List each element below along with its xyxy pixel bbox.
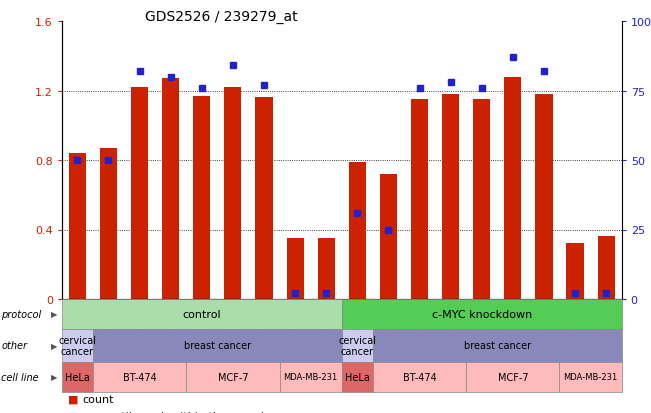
Text: ▶: ▶ [51,341,57,350]
Text: breast cancer: breast cancer [464,341,531,351]
Text: MDA-MB-231: MDA-MB-231 [564,373,618,382]
Text: control: control [182,309,221,319]
Bar [535,95,553,299]
Bar [100,149,117,299]
Text: HeLa: HeLa [345,372,370,382]
Text: breast cancer: breast cancer [184,341,251,351]
Text: other: other [1,341,27,351]
Bar [69,154,86,299]
Text: GDS2526 / 239279_at: GDS2526 / 239279_at [145,10,298,24]
Bar [598,237,615,299]
Bar [442,95,459,299]
Bar [505,77,521,299]
Text: ■: ■ [68,411,79,413]
Bar [162,79,179,299]
Text: count: count [83,394,114,404]
Bar [255,98,273,299]
Bar [411,100,428,299]
Text: BT-474: BT-474 [123,372,156,382]
Bar [566,244,583,299]
Text: c-MYC knockdown: c-MYC knockdown [432,309,532,319]
Bar [131,88,148,299]
Text: MCF-7: MCF-7 [497,372,528,382]
Bar [225,88,242,299]
Text: ■: ■ [68,394,79,404]
Text: BT-474: BT-474 [403,372,436,382]
Text: cell line: cell line [1,372,39,382]
Bar [473,100,490,299]
Text: percentile rank within the sample: percentile rank within the sample [83,411,271,413]
Text: cervical
cancer: cervical cancer [59,335,96,356]
Text: ▶: ▶ [51,310,57,319]
Text: MDA-MB-231: MDA-MB-231 [284,373,338,382]
Text: cervical
cancer: cervical cancer [339,335,376,356]
Text: protocol: protocol [1,309,42,319]
Bar [380,174,397,299]
Bar [349,162,366,299]
Text: MCF-7: MCF-7 [217,372,248,382]
Text: ▶: ▶ [51,373,57,382]
Bar [193,97,210,299]
Text: HeLa: HeLa [65,372,90,382]
Bar [318,239,335,299]
Bar [286,239,303,299]
